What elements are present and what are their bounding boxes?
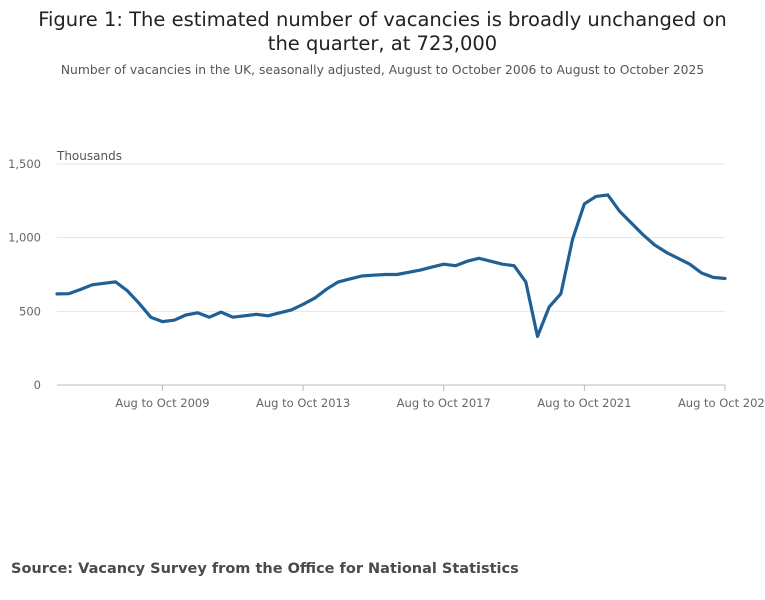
x-tick-label: Aug to Oct 2017 [397,396,491,410]
source-note: Source: Vacancy Survey from the Office f… [11,561,519,577]
x-tick-label: Aug to Oct 2021 [537,396,631,410]
y-tick-label: 500 [19,304,41,318]
vacancies-series-line [55,193,727,338]
y-axis-unit-label: Thousands [56,149,122,163]
x-tick-label: Aug to Oct 2009 [115,396,209,410]
x-tick-label: Aug to Oct 2025 [678,396,765,410]
y-tick-label: 0 [34,378,41,392]
chart-subtitle: Number of vacancies in the UK, seasonall… [60,63,705,77]
y-tick-label: 1,000 [8,231,41,245]
y-tick-label: 1,500 [8,157,41,171]
chart-title: Figure 1: The estimated number of vacanc… [38,8,727,55]
x-tick-label: Aug to Oct 2013 [256,396,350,410]
